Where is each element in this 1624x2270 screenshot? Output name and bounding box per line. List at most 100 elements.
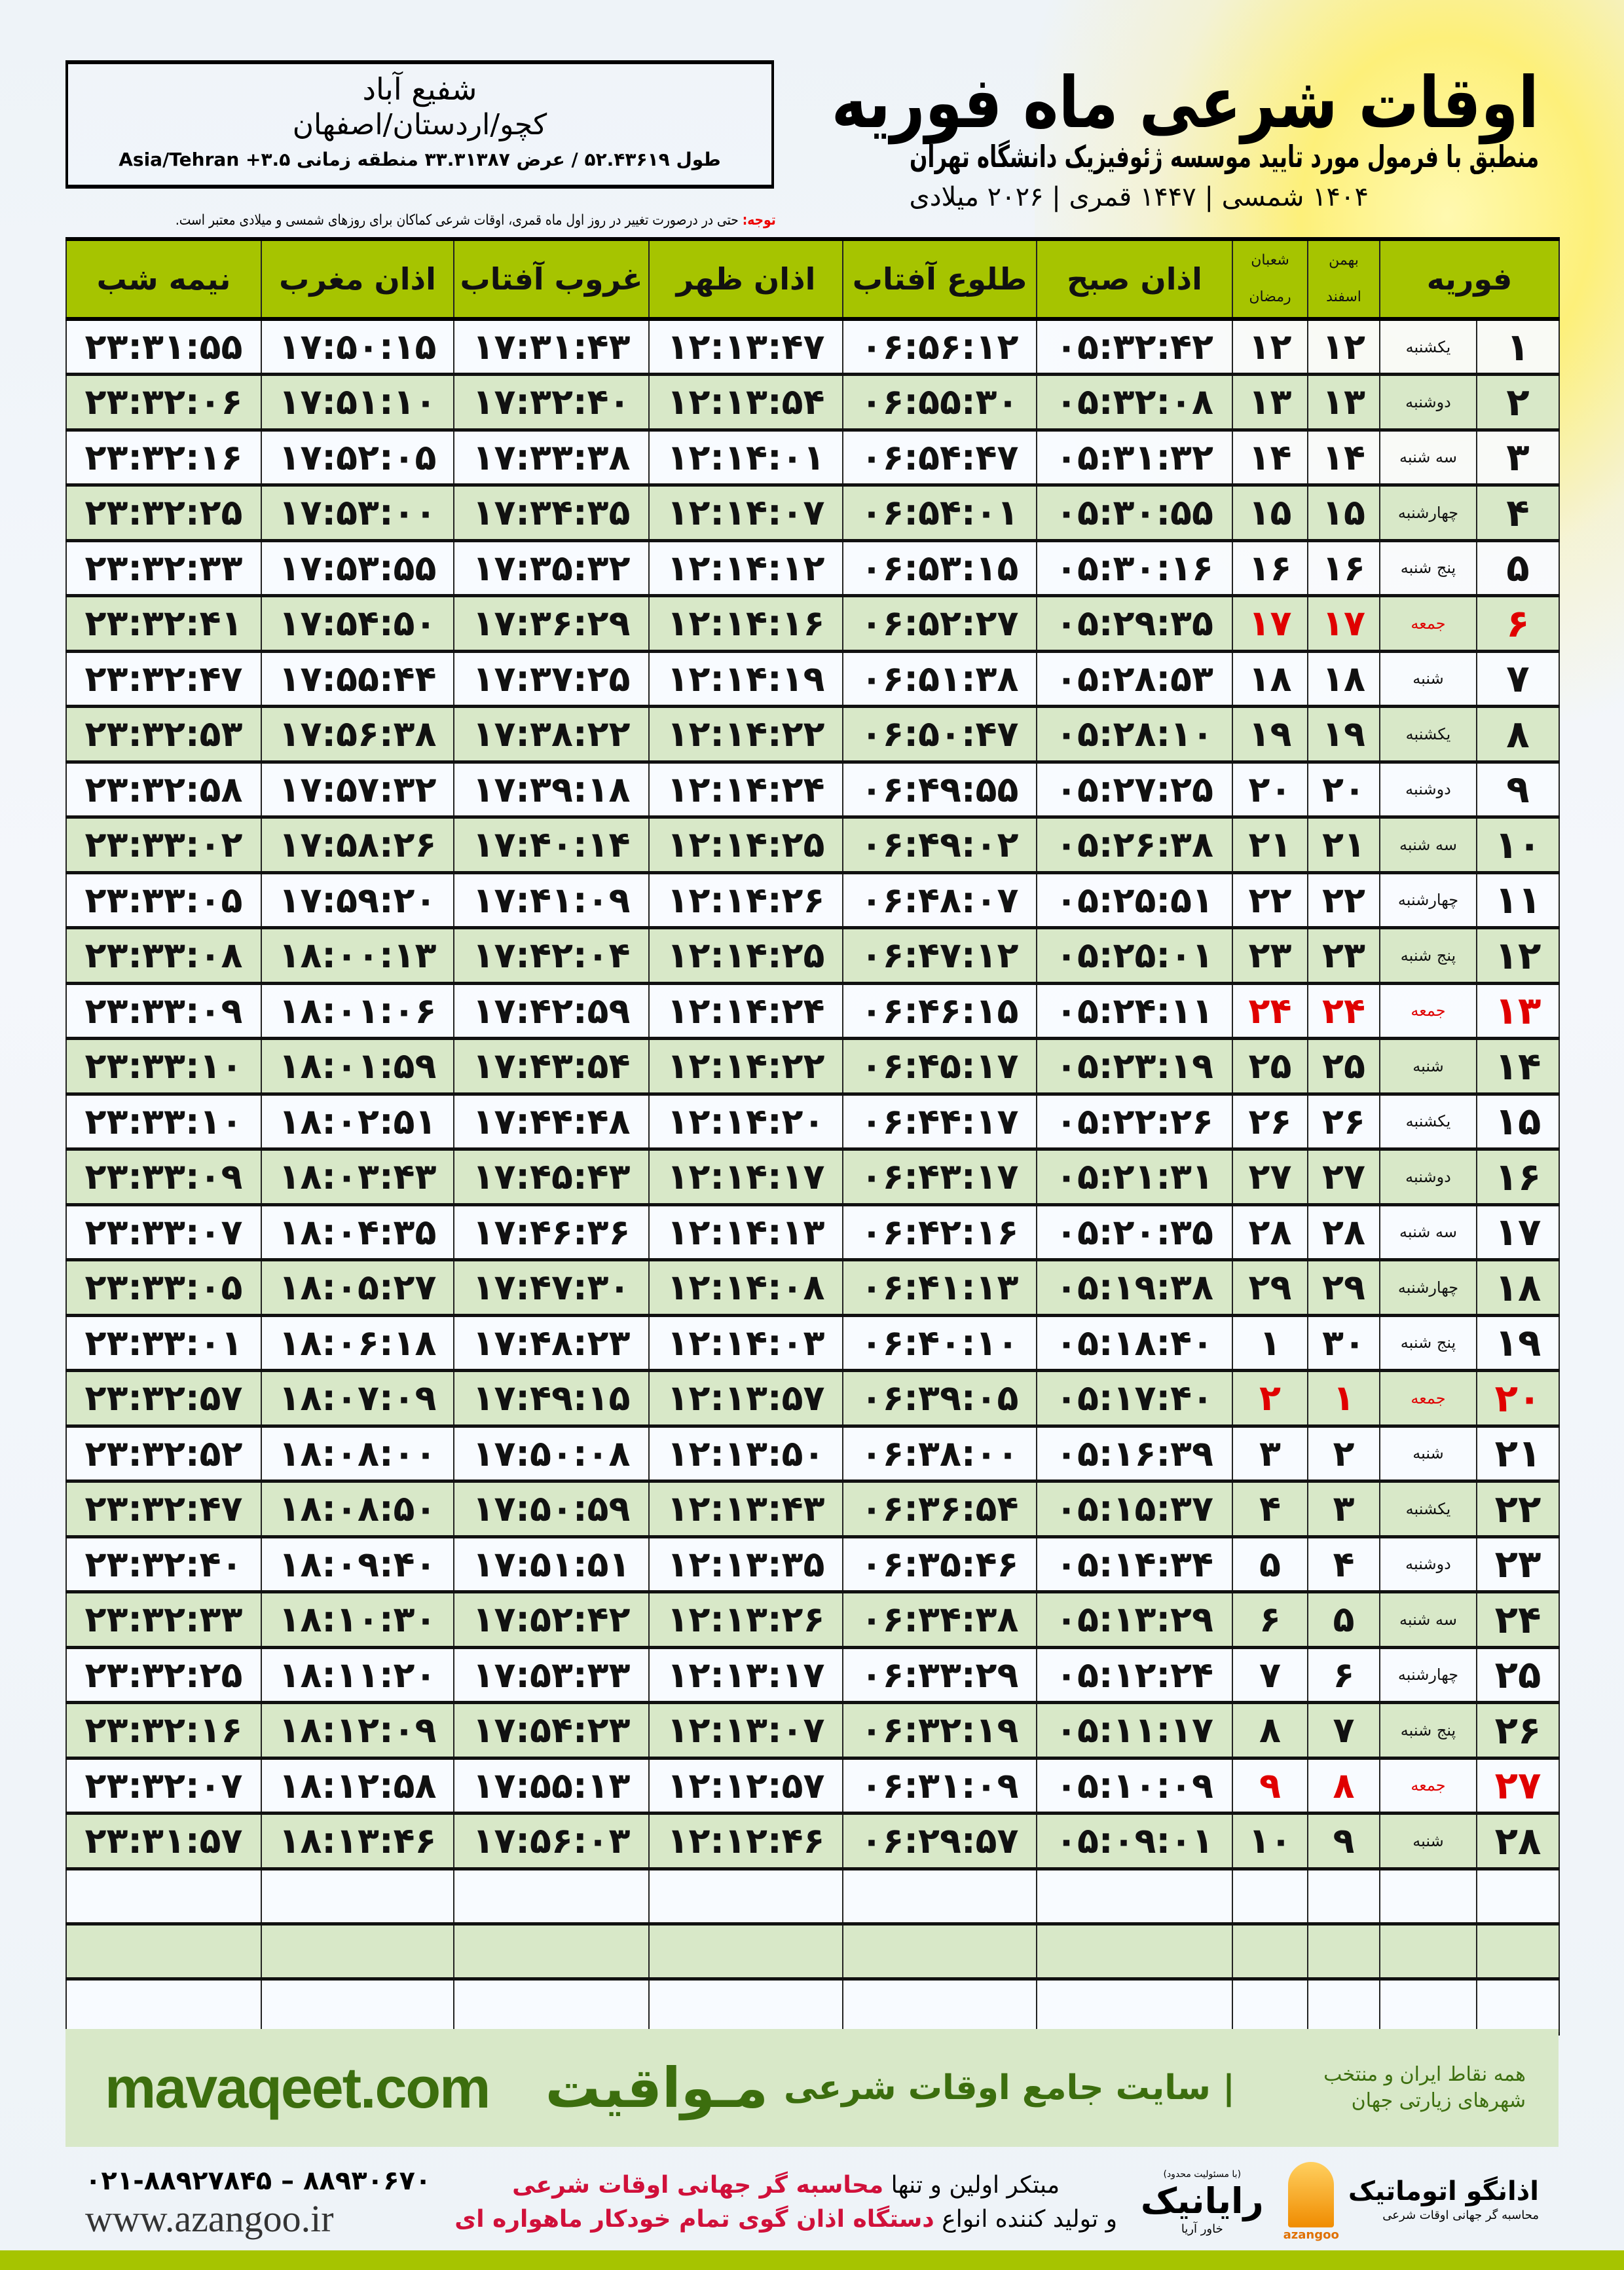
empty-cell <box>1307 1923 1380 1981</box>
fajr-time: ۰۵:۲۳:۱۹ <box>1036 1037 1233 1096</box>
weekday: شنبه <box>1379 1812 1477 1870</box>
lunar-date: ۲۶ <box>1232 1093 1308 1151</box>
fajr-time: ۰۵:۱۴:۳۴ <box>1036 1536 1233 1593</box>
midnight-time: ۲۳:۳۳:۰۲ <box>65 816 262 874</box>
fajr-time: ۰۵:۱۶:۳۹ <box>1036 1425 1233 1483</box>
table-row: ۷ شنبه ۱۸ ۱۸ ۰۵:۲۸:۵۳ ۰۶:۵۱:۳۸ ۱۲:۱۴:۱۹ ۱۷:۳۷:۲… <box>65 650 1560 708</box>
weekday: دوشنبه <box>1379 761 1477 819</box>
lunar-date: ۲۰ <box>1232 761 1308 819</box>
dhuhr-time: ۱۲:۱۳:۳۵ <box>648 1536 843 1593</box>
weekday: چهارشنبه <box>1379 484 1477 542</box>
table-row: ۱۸ چهارشنبه ۲۹ ۲۹ ۰۵:۱۹:۳۸ ۰۶:۴۱:۱۳ ۱۲:۱۴:۰۸ ۱۷… <box>65 1259 1560 1317</box>
sunrise-time: ۰۶:۳۹:۰۵ <box>842 1369 1037 1428</box>
sunrise-time: ۰۶:۵۴:۴۷ <box>842 429 1037 487</box>
empty-cell <box>1307 1978 1380 2036</box>
note-text: حتی در درصورت تغییر در روز اول ماه قمری،… <box>175 212 743 229</box>
solar-date: ۲۳ <box>1307 927 1380 985</box>
table-row: ۹ دوشنبه ۲۰ ۲۰ ۰۵:۲۷:۲۵ ۰۶:۴۹:۵۵ ۱۲:۱۴:۲۴ ۱۷:۳۹… <box>65 761 1560 819</box>
sunset-time: ۱۷:۵۴:۲۳ <box>453 1702 650 1760</box>
day-number: ۱۵ <box>1476 1093 1560 1151</box>
mavaqeet-tagline: همه نقاط ایران و منتخب شهرهای زیارتی جها… <box>1323 2063 1526 2112</box>
maghrib-time: ۱۸:۱۲:۵۸ <box>261 1757 454 1815</box>
weekday: سه شنبه <box>1379 1591 1477 1649</box>
header-solar-top: بهمن <box>1329 252 1359 269</box>
solar-date: ۲۴ <box>1307 982 1380 1040</box>
midnight-time: ۲۳:۳۲:۴۷ <box>65 650 262 708</box>
solar-date: ۵ <box>1307 1591 1380 1649</box>
azangoo-text: اذانگو اتوماتیک محاسبه گر جهانی اوقات شر… <box>1348 2162 1539 2223</box>
empty-cell <box>65 1923 262 1981</box>
weekday: شنبه <box>1379 1425 1477 1483</box>
dhuhr-time: ۱۲:۱۴:۰۸ <box>648 1259 843 1317</box>
maghrib-time: ۱۷:۵۳:۰۰ <box>261 484 454 542</box>
fajr-time: ۰۵:۲۹:۳۵ <box>1036 595 1233 653</box>
lunar-date: ۶ <box>1232 1591 1308 1649</box>
empty-cell <box>65 1978 262 2036</box>
fajr-time: ۰۵:۲۴:۱۱ <box>1036 982 1233 1040</box>
day-number: ۱ <box>1476 318 1560 376</box>
dhuhr-time: ۱۲:۱۲:۴۶ <box>648 1812 843 1870</box>
lunar-date: ۲ <box>1232 1369 1308 1428</box>
fajr-time: ۰۵:۱۹:۳۸ <box>1036 1259 1233 1317</box>
mavaqeet-url[interactable]: mavaqeet.com <box>105 2055 490 2120</box>
maghrib-time: ۱۷:۵۱:۱۰ <box>261 373 454 432</box>
dhuhr-time: ۱۲:۱۳:۰۷ <box>648 1702 843 1760</box>
empty-cell <box>1232 1868 1308 1926</box>
day-number: ۲۲ <box>1476 1480 1560 1538</box>
day-number: ۲ <box>1476 373 1560 432</box>
sunrise-time: ۰۶:۳۳:۲۹ <box>842 1647 1037 1704</box>
sunrise-time: ۰۶:۳۱:۰۹ <box>842 1757 1037 1815</box>
lunar-date: ۹ <box>1232 1757 1308 1815</box>
weekday: شنبه <box>1379 1037 1477 1096</box>
fajr-time: ۰۵:۲۷:۲۵ <box>1036 761 1233 819</box>
maghrib-time: ۱۸:۰۸:۰۰ <box>261 1425 454 1483</box>
sunrise-time: ۰۶:۲۹:۵۷ <box>842 1812 1037 1870</box>
sunrise-time: ۰۶:۴۹:۵۵ <box>842 761 1037 819</box>
midnight-time: ۲۳:۳۲:۵۲ <box>65 1425 262 1483</box>
dhuhr-time: ۱۲:۱۳:۱۷ <box>648 1647 843 1704</box>
sunrise-time: ۰۶:۴۴:۱۷ <box>842 1093 1037 1151</box>
azangoo-website[interactable]: www.azangoo.ir <box>85 2197 334 2240</box>
fajr-time: ۰۵:۱۱:۱۷ <box>1036 1702 1233 1760</box>
day-number: ۱۹ <box>1476 1314 1560 1372</box>
midnight-time: ۲۳:۳۲:۱۶ <box>65 1702 262 1760</box>
dhuhr-time: ۱۲:۱۴:۲۴ <box>648 761 843 819</box>
day-number: ۱۲ <box>1476 927 1560 985</box>
dhuhr-time: ۱۲:۱۳:۴۷ <box>648 318 843 376</box>
fajr-time: ۰۵:۳۰:۱۶ <box>1036 540 1233 597</box>
midnight-time: ۲۳:۳۲:۲۵ <box>65 484 262 542</box>
weekday: چهارشنبه <box>1379 1647 1477 1704</box>
empty-cell <box>261 1868 454 1926</box>
midnight-time: ۲۳:۳۳:۱۰ <box>65 1093 262 1151</box>
lunar-date: ۲۸ <box>1232 1204 1308 1261</box>
maghrib-time: ۱۷:۵۰:۱۵ <box>261 318 454 376</box>
solar-date: ۱۴ <box>1307 429 1380 487</box>
fajr-time: ۰۵:۲۲:۲۶ <box>1036 1093 1233 1151</box>
empty-cell <box>648 1923 843 1981</box>
table-row: ۱ یکشنبه ۱۲ ۱۲ ۰۵:۳۲:۴۲ ۰۶:۵۶:۱۲ ۱۲:۱۳:۴۷ ۱۷:۳۱… <box>65 318 1560 376</box>
solar-date: ۴ <box>1307 1536 1380 1593</box>
note: توجه: حتی در درصورت تغییر در روز اول ماه… <box>175 211 776 231</box>
weekday: دوشنبه <box>1379 373 1477 432</box>
header-sunset: غروب آفتاب <box>453 237 650 321</box>
weekday: چهارشنبه <box>1379 872 1477 929</box>
day-number: ۱۸ <box>1476 1259 1560 1317</box>
sunset-time: ۱۷:۵۰:۰۸ <box>453 1425 650 1483</box>
midnight-time: ۲۳:۳۲:۱۶ <box>65 429 262 487</box>
midnight-time: ۲۳:۳۱:۵۵ <box>65 318 262 376</box>
sunrise-time: ۰۶:۴۷:۱۲ <box>842 927 1037 985</box>
lunar-date: ۱۳ <box>1232 373 1308 432</box>
maghrib-time: ۱۸:۰۳:۴۳ <box>261 1148 454 1206</box>
weekday: جمعه <box>1379 1757 1477 1815</box>
mavaqeet-slogan: | سایت جامع اوقات شرعی <box>784 2068 1235 2108</box>
fajr-time: ۰۵:۱۷:۴۰ <box>1036 1369 1233 1428</box>
fajr-time: ۰۵:۱۵:۳۷ <box>1036 1480 1233 1538</box>
promo-text: مبتکر اولین و تنها محاسبه گر جهانی اوقات… <box>451 2168 1121 2237</box>
dhuhr-time: ۱۲:۱۲:۵۷ <box>648 1757 843 1815</box>
empty-cell <box>1232 1923 1308 1981</box>
header-dhuhr: اذان ظهر <box>648 237 843 321</box>
lunar-date: ۳ <box>1232 1425 1308 1483</box>
table-row: ۶ جمعه ۱۷ ۱۷ ۰۵:۲۹:۳۵ ۰۶:۵۲:۲۷ ۱۲:۱۴:۱۶ ۱۷:۳۶:۲… <box>65 595 1560 653</box>
fajr-time: ۰۵:۲۶:۳۸ <box>1036 816 1233 874</box>
weekday: پنج شنبه <box>1379 1702 1477 1760</box>
